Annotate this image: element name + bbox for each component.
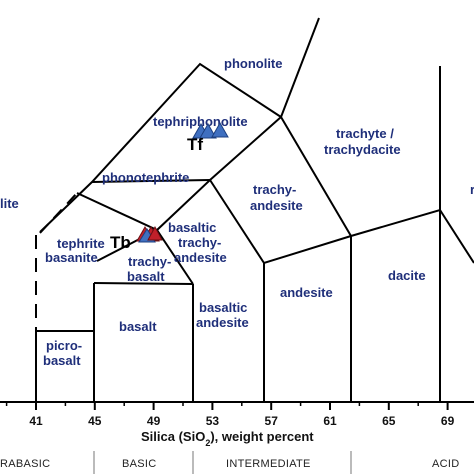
x-tick-label: 61 bbox=[323, 414, 337, 428]
group-acid: ACID bbox=[432, 458, 459, 470]
group-basic: BASIC bbox=[122, 458, 157, 470]
boundary-phonolite-right bbox=[280, 17, 320, 118]
x-tick-label: 49 bbox=[147, 414, 161, 428]
tf-triangle-marker-2 bbox=[199, 122, 217, 139]
boundary-dashed-upper bbox=[39, 192, 78, 234]
x-axis-label: Silica (SiO2), weight percent bbox=[141, 429, 314, 448]
label-bta-3: andesite bbox=[174, 250, 227, 265]
label-foidite: lite bbox=[0, 196, 19, 211]
field-labels: phonolite tephriphonolite trachyte / tra… bbox=[0, 56, 474, 368]
label-tephrite-2: basanite bbox=[45, 250, 98, 265]
label-bta-1: basaltic bbox=[168, 220, 216, 235]
label-picro-2: basalt bbox=[43, 353, 81, 368]
tb-sample-label: Tb bbox=[110, 233, 131, 252]
label-tephriphonolite: tephriphonolite bbox=[153, 114, 248, 129]
label-tephrite-1: tephrite bbox=[57, 236, 105, 251]
label-phonolite: phonolite bbox=[224, 56, 283, 71]
label-basaltic-andesite-2: andesite bbox=[196, 315, 249, 330]
tf-sample-label: Tf bbox=[187, 135, 203, 154]
boundary-trachyte-left bbox=[280, 116, 352, 237]
sample-markers: Tf Tb bbox=[110, 121, 229, 252]
x-tick-label: 65 bbox=[382, 414, 396, 428]
x-tick-label: 69 bbox=[441, 414, 455, 428]
boundary-phonolite-lower bbox=[39, 62, 282, 233]
x-tick-label: 45 bbox=[88, 414, 102, 428]
rock-group-bar: RABASIC BASIC INTERMEDIATE ACID bbox=[0, 451, 459, 474]
label-trachyte-2: trachydacite bbox=[324, 142, 401, 157]
boundary-tephriphonolite-lower bbox=[91, 179, 211, 183]
group-intermediate: INTERMEDIATE bbox=[226, 458, 311, 470]
x-tick-label: 41 bbox=[29, 414, 43, 428]
tf-triangle-marker-3 bbox=[211, 121, 229, 138]
x-tick-label: 57 bbox=[265, 414, 279, 428]
label-trachyandesite-2: andesite bbox=[250, 198, 303, 213]
label-basalt: basalt bbox=[119, 319, 157, 334]
x-tick-label: 53 bbox=[206, 414, 220, 428]
label-rhyolite-partial: r bbox=[470, 182, 474, 197]
label-dacite: dacite bbox=[388, 268, 426, 283]
boundary-basalt-top bbox=[93, 282, 194, 285]
boundary-tb-right bbox=[156, 229, 194, 285]
boundary-mid-right bbox=[209, 116, 282, 181]
x-axis-tick-marks bbox=[5, 402, 449, 410]
label-trachyte-1: trachyte / bbox=[336, 126, 394, 141]
label-tb-2: basalt bbox=[127, 269, 165, 284]
x-axis-tick-labels: 41 45 49 53 57 61 65 69 bbox=[29, 414, 454, 428]
label-bta-2: trachy- bbox=[178, 235, 221, 250]
label-basaltic-andesite-1: basaltic bbox=[199, 300, 247, 315]
label-andesite: andesite bbox=[280, 285, 333, 300]
x-axis: 41 45 49 53 57 61 65 69 Silica (SiO2), weight p… bbox=[0, 401, 474, 448]
label-tb-1: trachy- bbox=[128, 254, 171, 269]
label-phonotephrite: phonotephrite bbox=[102, 170, 189, 185]
tb-triangle-marker-4 bbox=[147, 225, 163, 241]
label-trachyandesite-1: trachy- bbox=[253, 182, 296, 197]
group-ultrabasic: RABASIC bbox=[0, 458, 50, 470]
label-picro-1: picro- bbox=[46, 338, 82, 353]
